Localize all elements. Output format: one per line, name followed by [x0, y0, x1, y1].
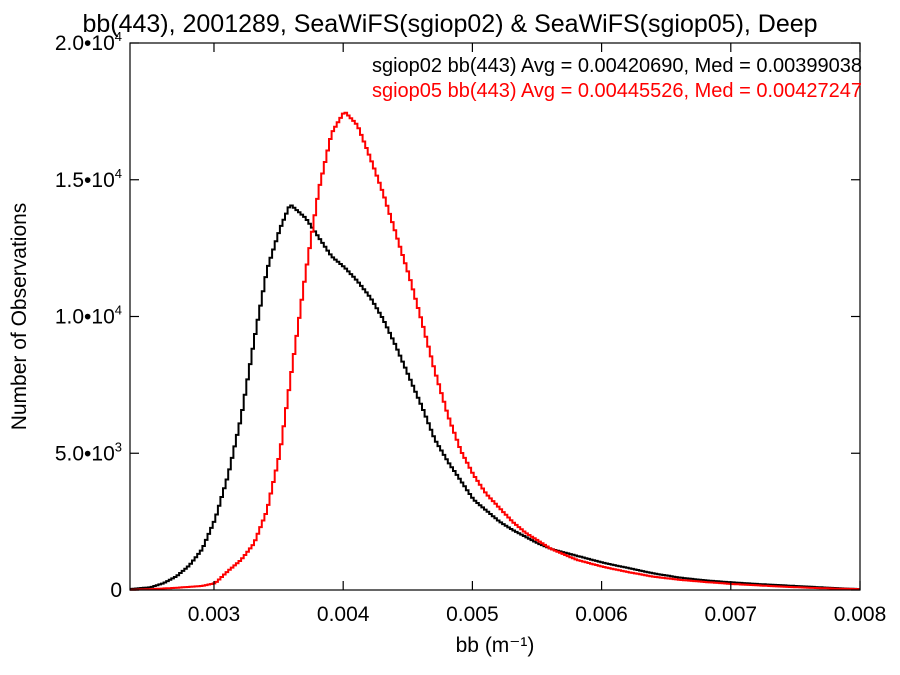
x-tick-label: 0.005: [446, 603, 499, 626]
x-tick-label: 0.007: [705, 603, 758, 626]
x-axis-label: bb (m⁻¹): [456, 634, 535, 657]
chart-title: bb(443), 2001289, SeaWiFS(sgiop02) & Sea…: [82, 10, 817, 38]
stats-annotation-1: sgiop02 bb(443) Avg = 0.00420690, Med = …: [372, 55, 862, 77]
series-line-2: [130, 111, 860, 591]
y-tick-mantissa: 1.0•10: [55, 306, 115, 329]
ticks-layer: 0.003 0.004 0.005 0.006 0.007 0.008 0 5.0•103 1.…: [55, 29, 886, 626]
x-tick-label: 0.004: [317, 603, 370, 626]
y-tick-label: 1.5•104: [55, 166, 122, 192]
y-tick-exponent: 4: [115, 303, 122, 318]
y-tick-mantissa: 5.0•10: [55, 442, 115, 465]
y-tick-label: 0: [110, 579, 122, 602]
y-axis-label: Number of Observations: [8, 203, 31, 431]
series-line-1: [130, 204, 860, 591]
axes-layer: [129, 42, 861, 591]
y-tick-mantissa: 1.5•10: [55, 169, 115, 192]
x-tick-label: 0.006: [575, 603, 628, 626]
x-tick-label: 0.008: [834, 603, 887, 626]
y-tick-exponent: 4: [115, 166, 122, 181]
annotation-layer: sgiop02 bb(443) Avg = 0.00420690, Med = …: [372, 55, 862, 102]
y-tick-label: 5.0•103: [55, 439, 122, 465]
x-tick-label: 0.003: [188, 603, 241, 626]
y-tick-exponent: 3: [115, 439, 122, 454]
y-tick-exponent: 4: [115, 29, 122, 44]
y-tick-label: 1.0•104: [55, 303, 122, 329]
stats-annotation-2: sgiop05 bb(443) Avg = 0.00445526, Med = …: [372, 80, 862, 102]
series-layer: [130, 111, 860, 591]
y-tick-mantissa: 0: [110, 579, 122, 602]
y-tick-mantissa: 2.0•10: [55, 32, 115, 55]
y-axis-label-group: Number of Observations: [8, 203, 31, 431]
plot-frame: [129, 42, 861, 591]
y-tick-label: 2.0•104: [55, 29, 122, 55]
